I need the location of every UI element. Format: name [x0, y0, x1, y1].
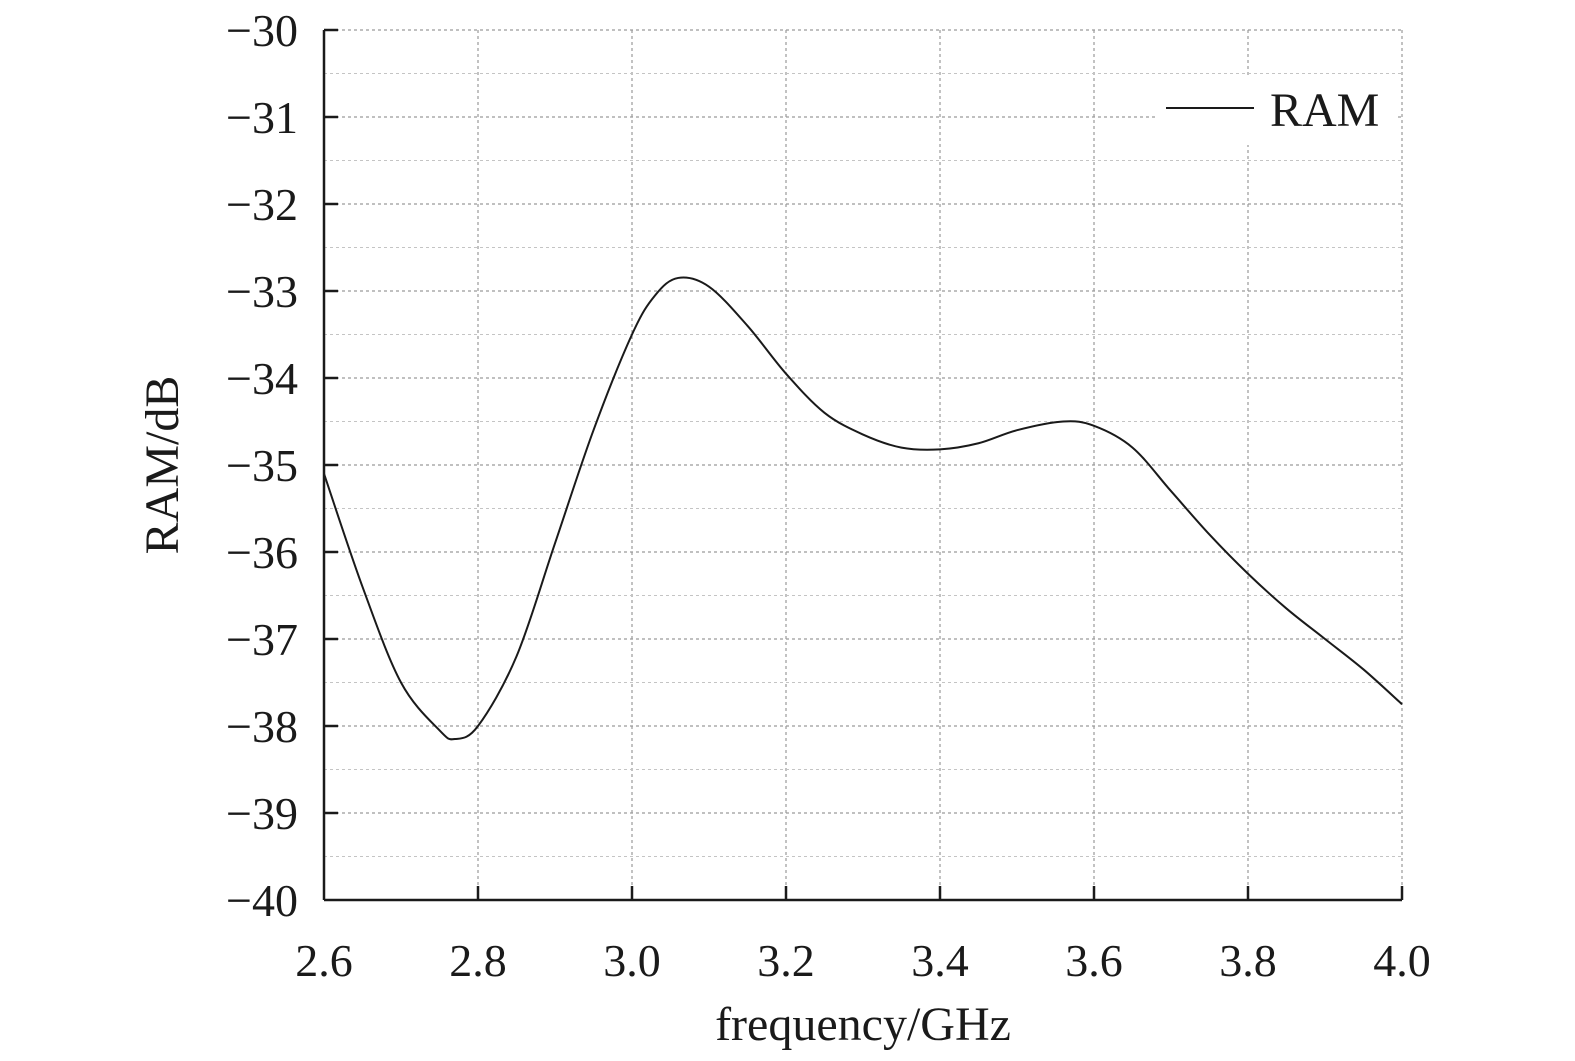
tick-marks: [324, 28, 1404, 900]
x-tick-label: 3.4: [911, 935, 969, 986]
x-tick-label: 3.2: [757, 935, 815, 986]
x-axis-title: frequency/GHz: [715, 998, 1011, 1051]
series-line-ram: [323, 276, 1403, 741]
y-axis-title: RAM/dB: [136, 376, 189, 555]
x-tick-label: 3.8: [1219, 935, 1277, 986]
x-tick-labels: 2.6 2.8 3.0 3.2 3.4 3.6 3.8 4.0: [295, 935, 1431, 986]
y-tick-label: −39: [226, 788, 298, 839]
y-tick-label: −34: [226, 353, 298, 404]
y-tick-label: −37: [226, 614, 298, 665]
y-tick-label: −32: [226, 179, 298, 230]
y-tick-label: −30: [226, 5, 298, 56]
grid: [324, 29, 1403, 900]
x-tick-label: 3.6: [1065, 935, 1123, 986]
legend: RAM: [1158, 75, 1398, 145]
y-tick-labels: −30 −31 −32 −33 −34 −35 −36 −37 −38 −39 −40: [226, 5, 298, 926]
y-tick-label: −33: [226, 266, 298, 317]
x-tick-label: 3.0: [603, 935, 661, 986]
x-tick-label: 4.0: [1373, 935, 1431, 986]
y-tick-label: −36: [226, 527, 298, 578]
x-tick-label: 2.8: [449, 935, 507, 986]
axes: [322, 30, 1402, 902]
y-tick-label: −40: [226, 875, 298, 926]
legend-label-ram: RAM: [1270, 84, 1379, 137]
series: [323, 276, 1403, 741]
y-tick-label: −35: [226, 440, 298, 491]
x-tick-label: 2.6: [295, 935, 353, 986]
y-tick-label: −31: [226, 92, 298, 143]
legend-background: [1158, 75, 1398, 145]
y-tick-label: −38: [226, 701, 298, 752]
